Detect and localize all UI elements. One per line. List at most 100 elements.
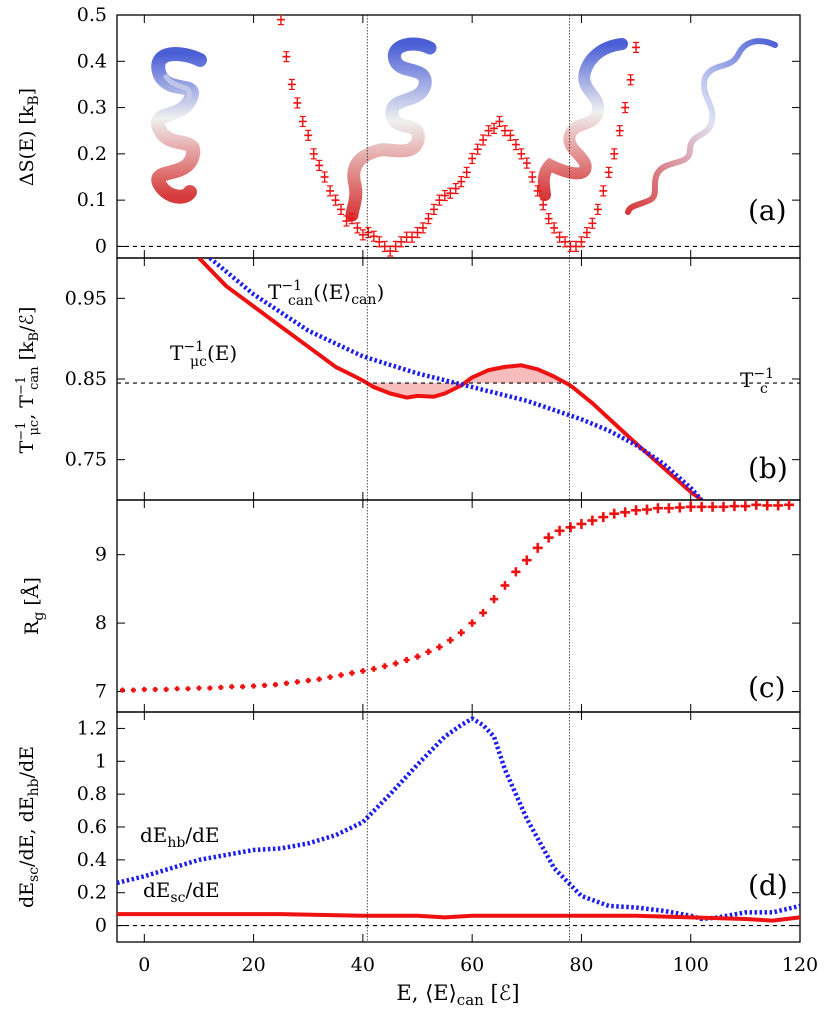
data-point [364,226,373,239]
data-point [402,231,411,243]
desc-annotation: dEsc/dE [143,878,220,906]
data-point [718,501,729,512]
data-point [457,176,466,188]
data-point [517,148,526,160]
data-point [707,501,718,512]
data-point [620,507,631,518]
series-line-red [197,258,703,500]
data-point [440,189,449,202]
data-point [370,666,377,672]
y-tick-label: 0.4 [77,50,107,72]
data-point [462,166,471,178]
panel-a-y-label: ΔS(E) [kB] [16,88,42,186]
data-point [360,668,366,674]
data-point [521,555,532,565]
panel-a-label: (a) [748,194,787,227]
data-point [240,684,246,690]
data-point [320,171,329,183]
data-point [751,500,762,510]
y-tick-label: 0.6 [77,816,107,838]
data-point [598,512,609,523]
y-tick-label: 1 [95,750,107,772]
panel-c: 7 8 9 (c) Rg [Å] [21,499,801,713]
data-point [631,505,642,516]
data-point [414,653,421,660]
panel-b-label: (b) [748,452,788,485]
data-point [349,670,355,676]
data-point [632,41,641,54]
data-point [342,215,351,227]
data-point [593,203,602,215]
panel-a-data [276,15,641,257]
data-point [251,683,257,689]
data-point [539,199,548,211]
data-point [282,51,291,63]
data-point [218,684,224,690]
y-tick-label: 0.2 [77,882,107,904]
data-point [599,185,608,197]
data-point [528,171,537,183]
x-tick-label: 20 [242,954,266,976]
x-axis-ticks: 0 20 40 60 80 100 120 [138,954,818,976]
data-point [674,502,685,513]
data-point [358,229,367,241]
data-point [582,226,591,239]
data-point [185,686,191,692]
data-point [229,684,235,690]
data-point [489,595,499,604]
data-point [436,643,443,651]
data-point [533,185,542,197]
data-point [272,682,279,688]
helix-structure-partially-unfolded [537,38,628,201]
protein-structures [151,37,778,222]
data-point [522,157,531,169]
data-point [207,685,213,691]
data-point [326,185,335,197]
data-point [696,501,707,512]
y-tick-label: 0.75 [65,449,107,471]
panel-a-y-ticks: 0 0.1 0.2 0.3 0.4 0.5 [77,4,801,258]
tc-annotation: T−1 c [740,366,774,397]
data-point [163,686,169,692]
data-point [500,581,510,590]
data-point [663,503,674,514]
panel-c-label: (c) [748,671,786,704]
y-tick-label: 1.2 [77,717,107,739]
data-point [576,518,587,529]
data-point [381,663,388,670]
y-tick-label: 0.85 [65,368,107,390]
x-axis-label: E, ⟨E⟩can [ℰ] [396,981,519,1009]
tmuc-annotation: T−1 μc(E) [170,339,237,370]
data-point [604,166,613,178]
data-point [565,522,576,533]
x-tick-label: 60 [460,954,484,976]
data-point [587,515,598,526]
data-point [484,125,493,137]
y-tick-label: 0 [95,915,107,937]
x-tick-label: 80 [569,954,593,976]
panel-c-y-label: Rg [Å] [21,577,47,635]
data-point [610,148,619,160]
panel-d-label: (d) [748,869,788,902]
data-point [429,203,438,215]
panel-c-y-ticks: 7 8 9 [95,500,801,712]
data-point [283,680,290,686]
data-point [495,115,504,128]
x-tick-label: 0 [138,954,150,976]
data-point [315,159,324,172]
panel-d-data [117,716,800,923]
data-point [152,686,158,692]
data-point [261,682,268,688]
data-point [588,217,597,229]
data-point [490,122,499,134]
data-point [392,660,399,667]
data-point [626,74,635,86]
panel-b-frame [116,257,801,501]
dehb-annotation: dEhb/dE [140,823,220,851]
x-tick-label: 100 [673,954,709,976]
helix-structure-intermediate [345,37,437,222]
data-point [479,134,488,146]
data-point [652,503,663,514]
data-point [511,567,521,577]
series-line-blue [208,258,704,500]
